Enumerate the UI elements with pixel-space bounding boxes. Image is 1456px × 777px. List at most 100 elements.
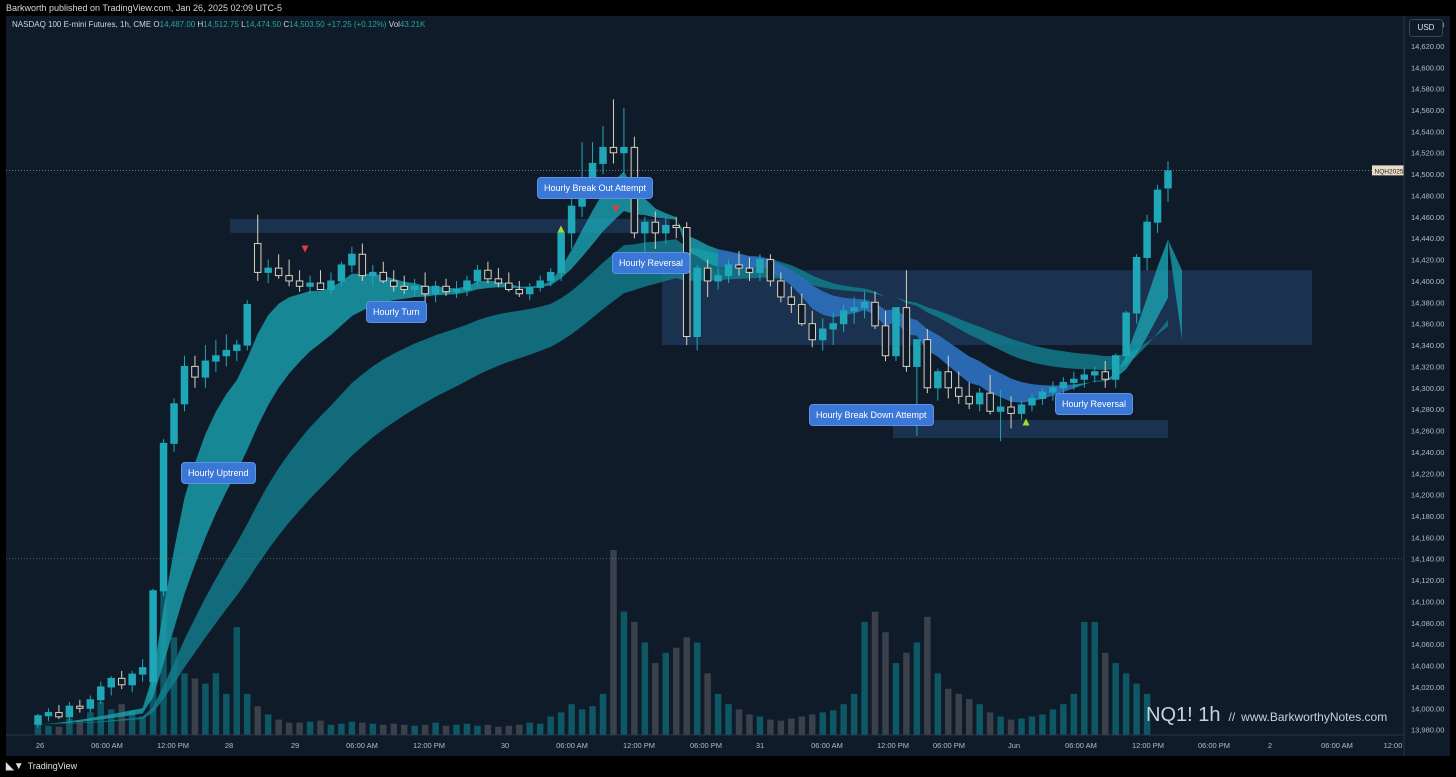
candle-body bbox=[494, 278, 503, 284]
candle-body bbox=[672, 224, 680, 229]
y-tick-label: 14,360.00 bbox=[1411, 320, 1444, 329]
currency-button[interactable]: USD bbox=[1409, 19, 1443, 37]
candle-body bbox=[1091, 371, 1099, 376]
y-tick-label: 14,520.00 bbox=[1411, 149, 1444, 158]
candle-body bbox=[1028, 397, 1036, 406]
candle-body bbox=[442, 285, 450, 293]
volume-bar bbox=[767, 719, 774, 735]
candle-body bbox=[1122, 312, 1130, 357]
candle-body bbox=[327, 280, 335, 290]
candle-body bbox=[975, 392, 984, 405]
volume-bar bbox=[107, 709, 115, 735]
volume-bar bbox=[1091, 621, 1099, 735]
candle-body bbox=[337, 264, 346, 282]
volume-bar bbox=[76, 720, 84, 735]
x-tick-label: 12:00 PM bbox=[623, 741, 655, 750]
candle-body bbox=[641, 221, 649, 234]
candle-body bbox=[86, 699, 95, 709]
volume-bar bbox=[1039, 714, 1046, 735]
candle-body bbox=[756, 259, 764, 273]
x-tick-label: 06:00 AM bbox=[1321, 741, 1353, 750]
volume-bar bbox=[432, 722, 439, 735]
candle-body bbox=[452, 288, 461, 293]
volume-bar bbox=[1007, 719, 1015, 735]
volume-bar bbox=[976, 704, 983, 735]
candle-body bbox=[421, 285, 429, 295]
volume-bar bbox=[306, 721, 314, 735]
y-tick-label: 14,180.00 bbox=[1411, 512, 1444, 521]
buy-marker bbox=[1022, 418, 1030, 426]
candle-body bbox=[253, 243, 262, 273]
x-tick-label: 29 bbox=[291, 741, 299, 750]
volume-bar bbox=[411, 725, 418, 735]
volume-bar bbox=[223, 693, 230, 735]
x-tick-label: 06:00 PM bbox=[1198, 741, 1230, 750]
ema-projection bbox=[1168, 239, 1182, 340]
candle-body bbox=[212, 355, 220, 362]
y-tick-label: 14,340.00 bbox=[1411, 341, 1444, 350]
y-tick-label: 14,140.00 bbox=[1411, 555, 1444, 564]
close-value: 14,503.50 bbox=[289, 20, 325, 29]
y-tick-label: 14,480.00 bbox=[1411, 191, 1444, 200]
volume-bar bbox=[599, 693, 607, 735]
x-tick-label: 12:00 PM bbox=[1132, 741, 1164, 750]
candle-body bbox=[222, 349, 231, 357]
volume-bar bbox=[777, 720, 785, 735]
annotation-hourly-turn: Hourly Turn bbox=[366, 301, 427, 323]
footer-brand[interactable]: TradingView bbox=[27, 761, 78, 771]
volume-bar bbox=[610, 550, 617, 735]
volume-bar bbox=[693, 642, 701, 735]
y-tick-label: 14,220.00 bbox=[1411, 469, 1444, 478]
volume-bar bbox=[882, 632, 889, 735]
x-tick-label: 06:00 AM bbox=[811, 741, 843, 750]
y-tick-label: 14,020.00 bbox=[1411, 683, 1444, 692]
buy-marker bbox=[557, 225, 565, 233]
volume-bar bbox=[850, 693, 858, 735]
candle-body bbox=[201, 360, 210, 378]
volume-bar bbox=[641, 642, 649, 735]
signal-markers bbox=[301, 205, 1030, 426]
candle-body bbox=[546, 271, 555, 282]
volume-bar bbox=[798, 716, 806, 735]
volume-bar bbox=[672, 647, 680, 735]
candle-body bbox=[117, 677, 126, 686]
y-tick-label: 14,280.00 bbox=[1411, 405, 1444, 414]
candle-body bbox=[180, 365, 189, 405]
volume-bar bbox=[212, 673, 220, 735]
high-label: H bbox=[197, 20, 204, 29]
tradingview-logo-icon[interactable]: ◣▼ bbox=[6, 761, 24, 772]
candle-body bbox=[1080, 374, 1089, 380]
volume-bar bbox=[1060, 704, 1067, 735]
annotation-hourly-break-down-attempt: Hourly Break Down Attempt bbox=[809, 404, 934, 426]
candle-body bbox=[431, 285, 440, 295]
candle-body bbox=[1132, 256, 1141, 314]
volume-bar bbox=[934, 673, 942, 735]
volume-bar bbox=[453, 724, 460, 735]
axes: 14,640.0014,620.0014,600.0014,580.0014,5… bbox=[6, 16, 1450, 756]
candle-body bbox=[850, 307, 858, 312]
candle-body bbox=[348, 253, 356, 266]
candle-body bbox=[463, 280, 471, 290]
x-tick-label: 12:00 PM bbox=[877, 741, 909, 750]
candle-body bbox=[860, 301, 869, 309]
volume-bar bbox=[662, 652, 670, 735]
volume-bar bbox=[495, 726, 502, 735]
price-axis-bg bbox=[1404, 16, 1450, 756]
volume-bar bbox=[819, 712, 826, 735]
candle-body bbox=[264, 267, 272, 273]
candle-body bbox=[818, 328, 827, 341]
volume-bar bbox=[924, 616, 931, 735]
y-tick-label: 14,080.00 bbox=[1411, 619, 1444, 628]
candle-body bbox=[128, 673, 136, 686]
low-label: L bbox=[241, 20, 246, 29]
volume-bar bbox=[861, 621, 868, 735]
x-tick-label: 06:00 AM bbox=[1065, 741, 1097, 750]
volume-bar bbox=[233, 627, 241, 735]
published-header: Barkworth published on TradingView.com, … bbox=[0, 0, 1456, 16]
volume-bar bbox=[128, 710, 136, 735]
candle-body bbox=[735, 264, 743, 269]
volume-bar bbox=[484, 724, 492, 735]
volume-bar bbox=[516, 724, 523, 735]
